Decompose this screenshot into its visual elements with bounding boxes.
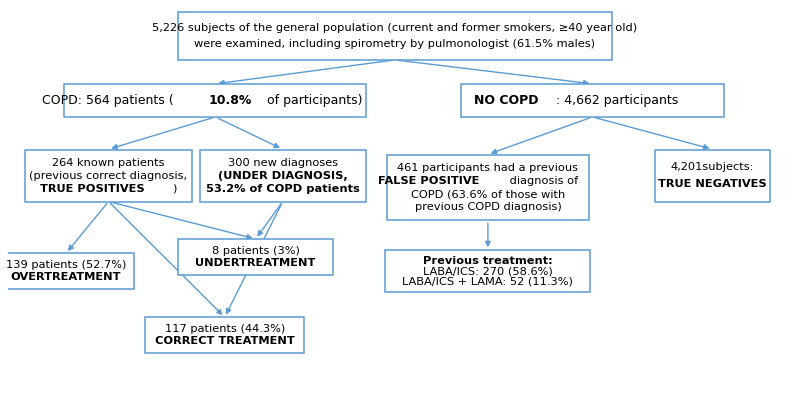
FancyBboxPatch shape [179,239,333,275]
FancyBboxPatch shape [655,150,769,201]
Text: UNDERTREATMENT: UNDERTREATMENT [195,258,316,268]
Text: 300 new diagnoses: 300 new diagnoses [228,158,338,168]
Text: 5,226 subjects of the general population (current and former smokers, ≥40 year o: 5,226 subjects of the general population… [152,23,638,33]
Text: 8 patients (3%): 8 patients (3%) [212,246,299,256]
FancyBboxPatch shape [387,155,589,221]
Text: 53.2% of COPD patients: 53.2% of COPD patients [206,184,359,194]
FancyBboxPatch shape [461,84,724,117]
Text: (previous correct diagnosis,: (previous correct diagnosis, [29,171,187,181]
Text: TRUE NEGATIVES: TRUE NEGATIVES [658,179,767,189]
Text: LABA/ICS: 270 (58.6%): LABA/ICS: 270 (58.6%) [423,266,553,276]
Text: 117 patients (44.3%): 117 patients (44.3%) [164,324,285,334]
Text: NO COPD: NO COPD [474,94,539,107]
Text: FALSE POSITIVE: FALSE POSITIVE [378,176,480,186]
Text: 4,201subjects:: 4,201subjects: [671,162,754,172]
Text: 461 participants had a previous: 461 participants had a previous [397,163,578,173]
Text: (UNDER DIAGNOSIS,: (UNDER DIAGNOSIS, [218,171,348,181]
Text: 10.8%: 10.8% [209,94,252,107]
FancyBboxPatch shape [145,317,304,353]
Text: previous COPD diagnosis): previous COPD diagnosis) [415,202,561,212]
Text: 264 known patients: 264 known patients [52,158,165,168]
FancyBboxPatch shape [25,150,192,201]
Text: COPD (63.6% of those with: COPD (63.6% of those with [411,189,565,199]
FancyBboxPatch shape [179,12,611,60]
FancyBboxPatch shape [0,253,134,289]
FancyBboxPatch shape [200,150,366,201]
Text: : 4,662 participants: : 4,662 participants [556,94,678,107]
Text: were examined, including spirometry by pulmonologist (61.5% males): were examined, including spirometry by p… [194,39,596,49]
Text: CORRECT TREATMENT: CORRECT TREATMENT [155,336,295,346]
Text: TRUE POSITIVES: TRUE POSITIVES [40,184,145,194]
Text: Previous treatment:: Previous treatment: [423,256,553,266]
Text: COPD: 564 patients (: COPD: 564 patients ( [42,94,174,107]
Text: LABA/ICS + LAMA: 52 (11.3%): LABA/ICS + LAMA: 52 (11.3%) [402,277,574,287]
Text: OVERTREATMENT: OVERTREATMENT [11,272,121,282]
Text: ): ) [172,184,176,194]
Text: 139 patients (52.7%): 139 patients (52.7%) [6,260,126,270]
FancyBboxPatch shape [65,84,367,117]
FancyBboxPatch shape [386,250,590,292]
Text: of participants): of participants) [263,94,363,107]
Text: diagnosis of: diagnosis of [506,176,578,186]
